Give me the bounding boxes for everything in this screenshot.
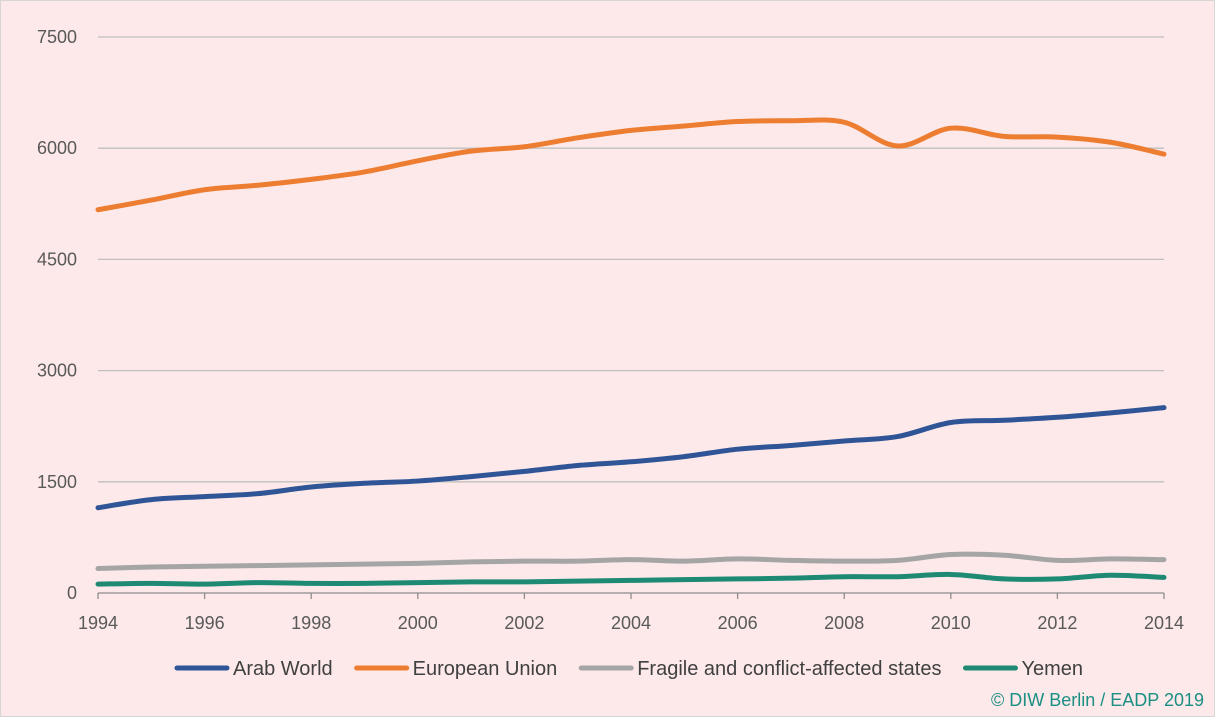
legend: Arab World European Union Fragile and conf… xyxy=(174,658,1083,680)
y-tick-label: 7500 xyxy=(37,27,77,47)
legend-item-european-union: European Union xyxy=(354,658,558,680)
y-tick-label: 6000 xyxy=(37,138,77,158)
series-lines xyxy=(95,117,1167,587)
axes: 0 1500 3000 4500 6000 7500 1994 1996 1998 2000 200… xyxy=(37,27,1184,633)
y-tick-label: 4500 xyxy=(37,249,77,269)
x-tick-label: 2014 xyxy=(1144,613,1184,633)
legend-label: Yemen xyxy=(1021,658,1083,680)
y-tick-label: 0 xyxy=(67,583,77,603)
y-tick-label: 3000 xyxy=(37,361,77,381)
x-tick-label: 2010 xyxy=(931,613,971,633)
legend-label: Arab World xyxy=(233,658,333,680)
gridlines xyxy=(98,36,1164,483)
source-credit: © DIW Berlin / EADP 2019 xyxy=(991,690,1204,710)
series-line-yemen xyxy=(95,571,1167,587)
y-tick-label: 1500 xyxy=(37,472,77,492)
legend-item-arab-world: Arab World xyxy=(174,658,333,680)
x-tick-label: 2006 xyxy=(718,613,758,633)
legend-item-fragile-and-conflict-affected-states: Fragile and conflict-affected states xyxy=(578,658,941,680)
x-tick-label: 2008 xyxy=(824,613,864,633)
x-tick-label: 2012 xyxy=(1037,613,1077,633)
x-tick-label: 1996 xyxy=(185,613,225,633)
x-tick-label: 2002 xyxy=(504,613,544,633)
series-line-fragile-and-conflict-affected-states xyxy=(95,551,1167,572)
x-tick-label: 1994 xyxy=(78,613,118,633)
series-line-european-union xyxy=(95,117,1167,213)
legend-label: European Union xyxy=(413,658,558,680)
x-tick-label: 2000 xyxy=(398,613,438,633)
legend-label: Fragile and conflict-affected states xyxy=(637,658,941,680)
x-tick-label: 2004 xyxy=(611,613,651,633)
legend-item-yemen: Yemen xyxy=(962,658,1083,680)
series-line-arab-world xyxy=(95,405,1167,511)
x-tick-label: 1998 xyxy=(291,613,331,633)
